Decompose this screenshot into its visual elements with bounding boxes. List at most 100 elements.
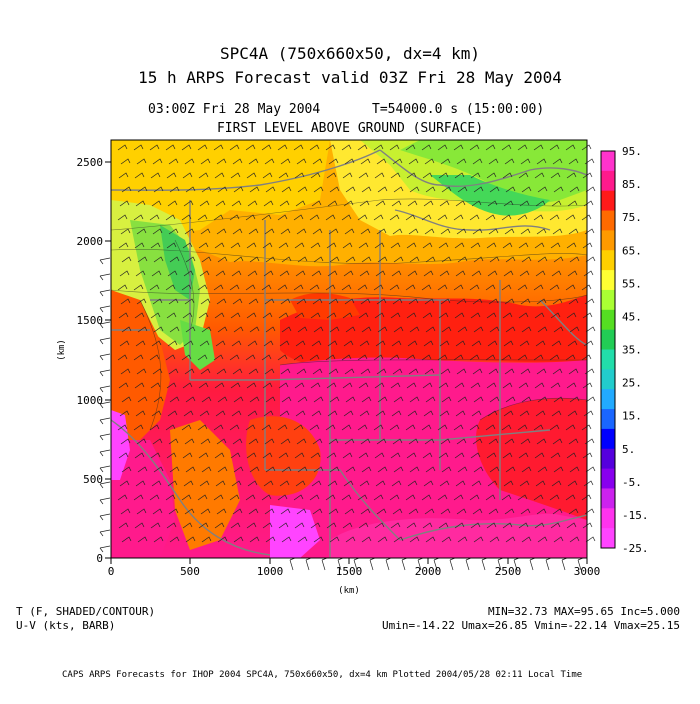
colorbar-frame (600, 150, 616, 549)
wind-barb (182, 312, 193, 319)
wind-barb (329, 396, 340, 403)
wind-barb (520, 228, 531, 235)
wind-barb (470, 452, 481, 459)
wind-barb (437, 494, 448, 501)
wind-barb (233, 396, 244, 403)
wind-barb (377, 326, 388, 333)
wind-barb (519, 340, 530, 347)
wind-barb (136, 158, 147, 165)
wind-barb (213, 284, 224, 291)
wind-barb (152, 368, 163, 375)
wind-barb (521, 536, 532, 543)
wind-barb (423, 200, 434, 207)
wind-barb (229, 354, 240, 361)
wind-barb (488, 368, 499, 375)
wind-barb (181, 354, 192, 361)
wind-barb (568, 298, 579, 305)
wind-barb (521, 256, 532, 263)
wind-barb (454, 172, 465, 179)
wind-barb (312, 438, 323, 445)
wind-barb (99, 353, 111, 361)
wind-barb (167, 340, 178, 347)
wind-barb (264, 438, 275, 445)
wind-barb (389, 354, 400, 361)
wind-barb (550, 522, 561, 529)
wind-barb (361, 536, 372, 543)
wind-barb (553, 396, 564, 403)
wind-barb (360, 298, 371, 305)
wind-barb (295, 480, 306, 487)
wind-barb (150, 522, 161, 529)
wind-barb (264, 508, 275, 515)
wind-barb (99, 321, 111, 329)
wind-barb (197, 284, 208, 291)
wind-barb (118, 382, 129, 389)
colorbar-swatch (601, 270, 615, 291)
wind-barb (137, 536, 148, 543)
wind-barb (344, 158, 355, 165)
colorbar-label: 5. (622, 443, 635, 456)
wind-barb (358, 242, 369, 249)
wind-barb (375, 270, 386, 277)
wind-barb (264, 368, 275, 375)
wind-barb (517, 354, 528, 361)
wind-barb (441, 466, 452, 473)
wind-barb (99, 369, 111, 377)
wind-barb (456, 158, 467, 165)
wind-barb (165, 354, 176, 361)
colorbar-label: 75. (622, 211, 642, 224)
wind-barb (149, 214, 160, 221)
wind-barb (343, 200, 354, 207)
wind-barb (424, 368, 435, 375)
wind-barb (374, 312, 385, 319)
wind-barb (487, 340, 498, 347)
wind-barb (536, 438, 547, 445)
colorbar-label: 65. (622, 244, 642, 257)
wind-barb (151, 200, 162, 207)
wind-barb (165, 424, 176, 431)
wind-barb (313, 326, 324, 333)
wind-barb (262, 312, 273, 319)
wind-barb (120, 298, 131, 305)
wind-barb (217, 256, 228, 263)
wind-barb (505, 256, 516, 263)
wind-barb (263, 410, 274, 417)
wind-barb (313, 186, 324, 193)
wind-barb (245, 494, 256, 501)
wind-barb (472, 158, 483, 165)
wind-barb (120, 438, 131, 445)
wind-barb (407, 480, 418, 487)
wind-barb (501, 354, 512, 361)
wind-barb (166, 172, 177, 179)
wind-barb (517, 144, 528, 151)
wind-barb (505, 186, 516, 193)
wind-barb (261, 144, 272, 151)
x-tick-label: 1500 (336, 565, 363, 578)
wind-barb (137, 186, 148, 193)
wind-barb (469, 424, 480, 431)
wind-barb (390, 172, 401, 179)
wind-barb (568, 508, 579, 515)
wind-barb (520, 438, 531, 445)
wind-barb (325, 494, 336, 501)
wind-barb (325, 354, 336, 361)
wind-barb (566, 382, 577, 389)
wind-barb (537, 536, 548, 543)
wind-barb (120, 508, 131, 515)
wind-barb (566, 172, 577, 179)
wind-barb (454, 382, 465, 389)
wind-barb (377, 396, 388, 403)
wind-barb (296, 508, 307, 515)
wind-barb (569, 466, 580, 473)
wind-barb (440, 508, 451, 515)
wind-barb (169, 326, 180, 333)
wind-barb (261, 494, 272, 501)
wind-barb (455, 480, 466, 487)
wind-barb (121, 536, 132, 543)
wind-barb (501, 214, 512, 221)
y-tick-label: 0 (96, 552, 103, 565)
wind-barb (409, 536, 420, 543)
wind-barb (327, 200, 338, 207)
temperature-field (111, 140, 587, 558)
wind-barb (199, 270, 210, 277)
